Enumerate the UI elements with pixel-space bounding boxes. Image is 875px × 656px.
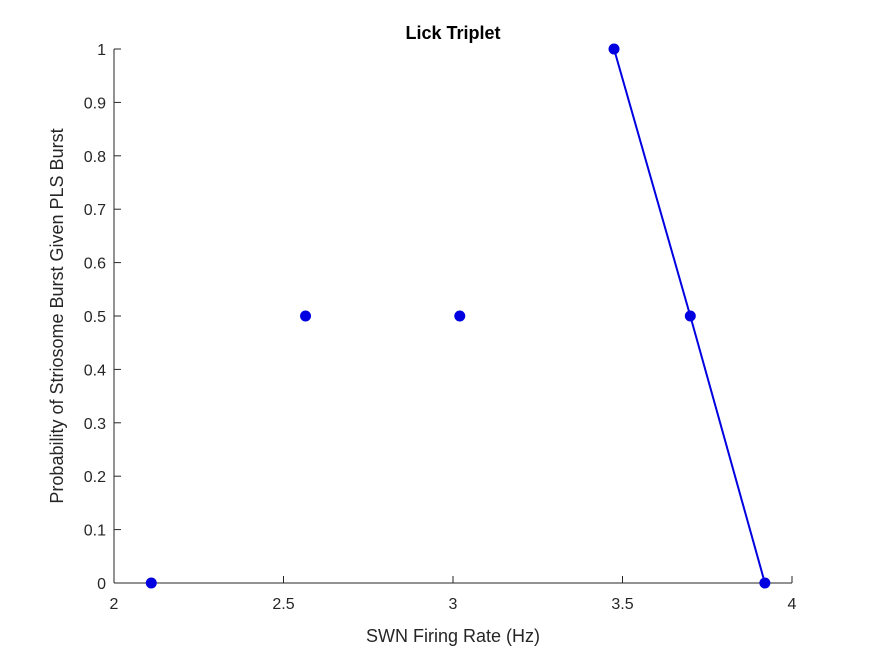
x-tick-label: 2.5 (272, 596, 294, 613)
data-point (759, 577, 771, 589)
y-tick-label: 0.8 (84, 149, 106, 166)
x-tick-label: 4 (788, 596, 797, 613)
data-point (300, 310, 312, 322)
y-axis-label: Probability of Striosome Burst Given PLS… (47, 128, 67, 503)
x-ticks: 2 2.5 3 3.5 4 (110, 576, 797, 613)
x-tick-label: 3.5 (611, 596, 633, 613)
series-points (145, 43, 771, 589)
y-tick-label: 0.5 (84, 309, 106, 326)
x-tick-label: 2 (110, 596, 119, 613)
y-tick-label: 0.9 (84, 95, 106, 112)
y-tick-label: 0 (97, 576, 106, 593)
data-point (145, 577, 157, 589)
y-ticks: 0 0.1 0.2 0.3 0.4 0.5 0.6 0.7 0.8 0.9 1 (84, 42, 121, 593)
y-tick-label: 0.7 (84, 202, 106, 219)
data-point (684, 310, 696, 322)
y-tick-label: 0.6 (84, 256, 106, 273)
chart-title: Lick Triplet (405, 23, 500, 43)
y-tick-label: 0.3 (84, 416, 106, 433)
y-tick-label: 0.4 (84, 362, 106, 379)
y-tick-label: 1 (97, 42, 106, 59)
x-axis-label: SWN Firing Rate (Hz) (366, 626, 540, 646)
data-point (608, 43, 620, 55)
y-tick-label: 0.2 (84, 469, 106, 486)
data-point (454, 310, 466, 322)
y-tick-label: 0.1 (84, 523, 106, 540)
x-tick-label: 3 (449, 596, 458, 613)
